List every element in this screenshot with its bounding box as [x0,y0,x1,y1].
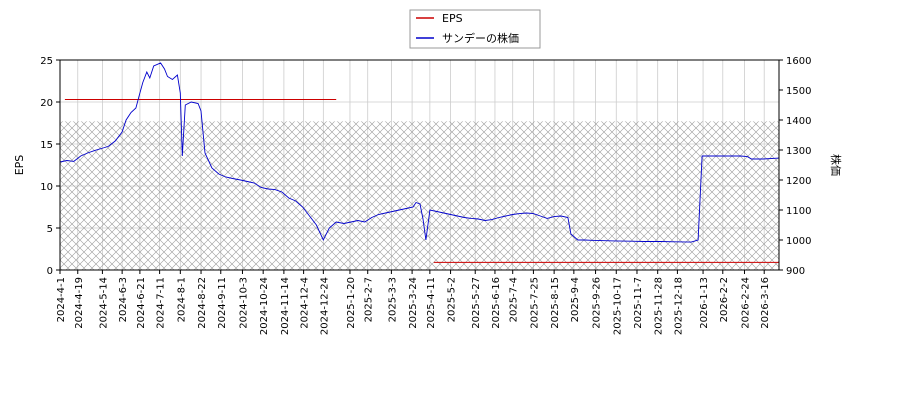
axes [59,59,780,271]
hatched-area [60,121,779,270]
plot-frame [59,59,780,271]
x-tick-label-18: 2025-4-11 [426,277,437,329]
x-tick-label-33: 2026-2-24 [740,277,751,329]
x-tick-label-21: 2025-6-16 [491,277,502,329]
x-tick-label-15: 2025-2-7 [364,277,375,322]
x-tick-label-19: 2025-5-2 [447,277,458,322]
x-tick-label-1: 2024-4-19 [74,277,85,329]
x-tick-label-32: 2026-2-2 [719,277,730,322]
right-axis-title: 株価 [829,154,843,176]
x-tick-label-23: 2025-7-25 [529,277,540,329]
legend-label-price: サンデーの株価 [442,31,519,45]
x-tick-label-10: 2024-10-24 [259,277,270,335]
x-tick-label-20: 2025-5-27 [471,277,482,329]
x-tick-label-31: 2026-1-13 [699,277,710,329]
legend: EPS サンデーの株価 [409,9,541,49]
left-tick-label-1: 5 [47,224,53,235]
x-tick-label-16: 2025-3-3 [387,277,398,322]
x-tick-label-28: 2025-11-7 [633,277,644,329]
right-tick-label-3: 1200 [786,176,811,187]
x-tick-label-5: 2024-7-11 [156,277,167,329]
x-tick-label-26: 2025-9-26 [592,277,603,329]
x-tick-label-9: 2024-10-3 [238,277,249,329]
x-tick-label-29: 2025-11-28 [654,277,665,335]
x-tick-label-3: 2024-6-3 [118,277,129,322]
legend-label-eps: EPS [442,12,463,25]
x-tick-label-12: 2024-12-4 [300,277,311,329]
x-tick-label-0: 2024-4-1 [56,277,67,322]
x-tick-label-30: 2025-12-18 [673,277,684,335]
x-tick-label-22: 2025-7-4 [509,277,520,322]
left-tick-label-5: 25 [40,56,53,67]
x-tick-label-24: 2025-8-15 [550,277,561,329]
x-tick-label-14: 2025-1-20 [346,277,357,329]
left-tick-label-2: 10 [40,182,53,193]
left-axis-title: EPS [13,155,26,176]
x-tick-label-6: 2024-8-1 [176,277,187,322]
x-tick-label-7: 2024-8-22 [197,277,208,329]
x-tick-label-25: 2025-9-4 [570,277,581,322]
right-tick-label-2: 1100 [786,206,811,217]
right-tick-label-5: 1400 [786,116,811,127]
x-tick-label-17: 2025-3-24 [408,277,419,329]
x-tick-label-2: 2024-5-14 [98,277,109,329]
left-tick-label-0: 0 [47,266,53,277]
x-tick-label-13: 2024-12-24 [319,277,330,335]
right-tick-label-0: 900 [786,266,805,277]
right-tick-label-7: 1600 [786,56,811,67]
series-layer [59,62,780,263]
legend-box [409,9,541,49]
tick-labels: 0 5 10 15 20 25 900 1000 1100 1200 1300 1400 1500 160… [40,56,811,335]
x-tick-label-4: 2024-6-21 [136,277,147,329]
right-tick-label-1: 1000 [786,236,811,247]
x-tick-label-11: 2024-11-14 [280,277,291,335]
right-tick-label-4: 1300 [786,146,811,157]
left-tick-label-3: 15 [40,140,53,151]
x-tick-label-8: 2024-9-11 [217,277,228,329]
left-tick-label-4: 20 [40,98,53,109]
x-tick-label-34: 2026-3-16 [760,277,771,329]
price-line [59,62,780,243]
right-tick-label-6: 1500 [786,86,811,97]
hatched-region [60,121,779,270]
x-tick-label-27: 2025-10-17 [612,277,623,335]
